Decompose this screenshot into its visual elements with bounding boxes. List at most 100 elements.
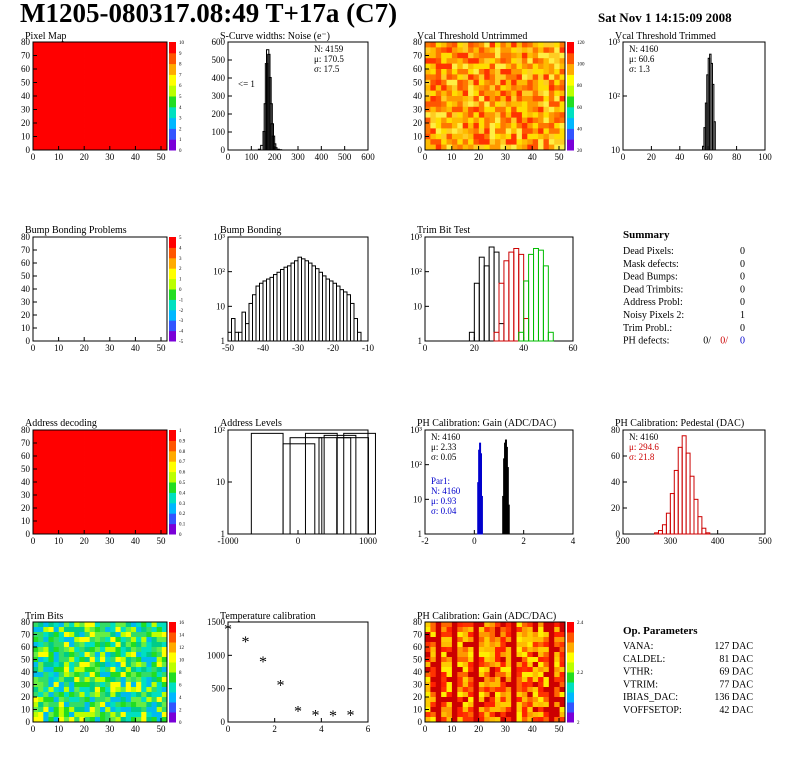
vcal-untrimmed-cell	[441, 52, 447, 59]
pixel-map-cell	[53, 85, 60, 91]
ph-gain-stat: N: 4160	[431, 432, 461, 442]
pixel-map-ztick-label: 5	[179, 95, 182, 100]
ph-gain-map-cell	[543, 637, 550, 643]
ph-gain-map-cell	[548, 662, 555, 668]
scurve-stat: N: 4159	[314, 44, 344, 54]
trim-bits-cell	[89, 712, 96, 718]
ph-gain-map-cell	[457, 697, 464, 703]
trim-bits-cell	[58, 682, 65, 688]
vcal-untrimmed-cell	[521, 139, 528, 145]
trim-bits-cell	[156, 627, 163, 633]
pixel-map-colorbar-cell	[169, 42, 176, 54]
bump-problems-cell	[136, 304, 142, 311]
address-decoding-cell	[38, 435, 44, 441]
address-decoding-cell	[33, 471, 39, 478]
address-decoding-cell	[120, 523, 127, 530]
vcal-untrimmed-cell	[495, 85, 501, 91]
pixel-map-cell	[53, 128, 60, 135]
bump-problems-cell	[146, 325, 152, 331]
address-decoding-cell	[151, 497, 158, 504]
trim-bits-cell	[141, 652, 147, 658]
address-decoding-cell	[63, 466, 70, 472]
pixel-map-cell	[74, 128, 80, 135]
bump-problems-cell	[33, 320, 39, 326]
vcal-untrimmed-cell	[548, 74, 555, 81]
vcal-untrimmed-cell	[441, 42, 447, 48]
vcal-untrimmed-cell	[484, 101, 491, 108]
ph-pedestal-bar	[705, 532, 711, 535]
trim-bits-cell	[151, 642, 158, 648]
trim-bits-cell	[84, 692, 91, 698]
pixel-map-cell	[156, 101, 163, 108]
vcal-untrimmed-cell	[505, 74, 512, 81]
ph-gain-map-cell	[451, 657, 458, 663]
trim-bits-cell	[100, 682, 106, 688]
trim-bits-cell	[79, 687, 85, 693]
vcal-untrimmed-cell	[505, 128, 512, 135]
bump-bonding-xtick-label: -10	[362, 343, 374, 353]
pixel-map-cell	[58, 123, 65, 129]
pixel-map-cell	[38, 63, 44, 70]
trim-bits-cell	[33, 687, 39, 693]
ph-gain-map-cell	[478, 697, 485, 703]
bump-bonding-bar	[357, 331, 362, 342]
ph-gain-map-cell	[425, 672, 431, 678]
pixel-map-cell	[105, 96, 111, 102]
ph-gain-map-cell	[511, 702, 517, 708]
trim-bits-cell	[74, 632, 80, 638]
trim-bits-cell	[38, 712, 44, 718]
pixel-map-cell	[63, 123, 70, 129]
trim-bits-cell	[151, 672, 158, 678]
vcal-untrimmed-cell	[468, 96, 474, 102]
bump-problems-cell	[58, 330, 65, 337]
ph-gain-map-cell	[527, 692, 534, 698]
pixel-map-cell	[136, 47, 142, 54]
ph-gain-map-cell	[457, 717, 464, 723]
bump-problems-cell	[115, 304, 122, 311]
pixel-map-cell	[156, 63, 163, 70]
trim-bits-cell	[141, 692, 147, 698]
vcal-untrimmed-cell	[495, 106, 501, 113]
bump-problems-cell	[115, 289, 122, 295]
pixel-map-cell	[53, 69, 60, 75]
address-decoding-cell	[33, 497, 39, 504]
ph-gain-map-cell	[435, 637, 442, 643]
bump-problems-cell	[63, 289, 70, 295]
ph-gain-map-colorbar-cell	[567, 712, 574, 723]
pixel-map-cell	[110, 123, 116, 129]
trim-bits-cell	[58, 672, 65, 678]
vcal-untrimmed-cell	[435, 106, 442, 113]
bump-problems-cell	[33, 289, 39, 295]
address-decoding-cell	[151, 435, 158, 441]
trim-bits-cell	[84, 622, 91, 628]
trim-bits-cell	[43, 717, 49, 723]
ph-gain-map-cell	[516, 687, 523, 693]
bump-problems-cell	[79, 289, 85, 295]
bump-problems-cell	[146, 263, 152, 269]
bump-problems-cell	[110, 330, 116, 337]
scurve-xtick-label: 400	[315, 152, 329, 162]
vcal-untrimmed-cell	[543, 117, 550, 124]
vcal-untrimmed-cell	[548, 112, 555, 118]
address-decoding-cell	[141, 456, 147, 462]
bump-problems-cell	[69, 330, 75, 337]
vcal-untrimmed-cell	[532, 144, 539, 151]
vcal-untrimmed-cell	[430, 47, 437, 54]
ph-gain-map-cell	[527, 707, 534, 713]
ph-gain-map-cell	[462, 662, 469, 668]
pixel-map-cell	[156, 85, 163, 91]
ph-gain-map-cell	[468, 652, 474, 658]
pixel-map-cell	[161, 42, 168, 48]
pixel-map-xtick-label: 20	[80, 152, 90, 162]
pixel-map-cell	[79, 133, 85, 140]
pixel-map-cell	[43, 106, 49, 113]
ph-gain-map-cell	[489, 682, 496, 688]
ph-gain-map-cell	[425, 647, 431, 653]
pixel-map-cell	[151, 144, 158, 151]
pixel-map-cell	[63, 74, 70, 81]
ph-gain-map-cell	[527, 622, 534, 628]
bump-problems-cell	[151, 242, 158, 248]
ph-gain-map-cell	[435, 662, 442, 668]
ph-gain-map-cell	[538, 647, 544, 653]
ph-gain-map-cell	[516, 622, 523, 628]
